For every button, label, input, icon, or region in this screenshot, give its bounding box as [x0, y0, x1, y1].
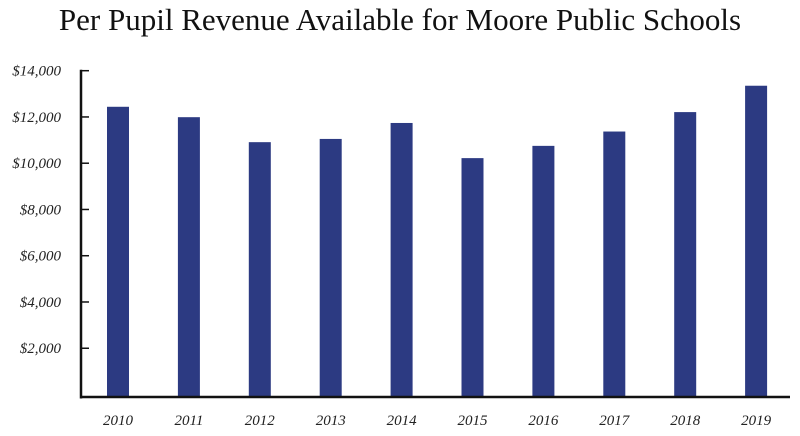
x-tick-label-2019: 2019 — [741, 413, 772, 429]
x-tick-label-2013: 2013 — [316, 413, 346, 429]
bar-2015 — [461, 158, 484, 397]
x-tick-label-2015: 2015 — [458, 413, 489, 429]
bar-2013 — [319, 138, 342, 397]
x-tick-label-2017: 2017 — [599, 413, 631, 429]
y-tick-label: $10,000 — [12, 156, 61, 172]
bar-2018 — [674, 112, 697, 397]
x-tick-label-2016: 2016 — [528, 413, 559, 429]
bar-2016 — [532, 145, 555, 397]
bar-2019 — [745, 85, 768, 397]
x-tick-label-2018: 2018 — [670, 413, 701, 429]
x-tick-label-2012: 2012 — [245, 413, 276, 429]
bar-2010 — [107, 106, 129, 397]
y-tick-label: $14,000 — [12, 64, 61, 80]
bar-2017 — [603, 131, 626, 397]
y-tick-label: $2,000 — [20, 341, 62, 357]
x-tick-label-2010: 2010 — [103, 413, 134, 429]
y-tick-label: $12,000 — [12, 110, 61, 126]
bar-2012 — [248, 142, 271, 397]
x-tick-label-2011: 2011 — [174, 413, 203, 429]
y-tick-label: $8,000 — [20, 202, 62, 218]
bar-2011 — [177, 117, 200, 398]
chart-title: Per Pupil Revenue Available for Moore Pu… — [58, 2, 742, 37]
y-tick-label: $6,000 — [20, 249, 62, 265]
x-tick-label-2014: 2014 — [387, 413, 418, 429]
y-tick-label: $4,000 — [20, 295, 62, 311]
bar-2014 — [390, 122, 413, 397]
